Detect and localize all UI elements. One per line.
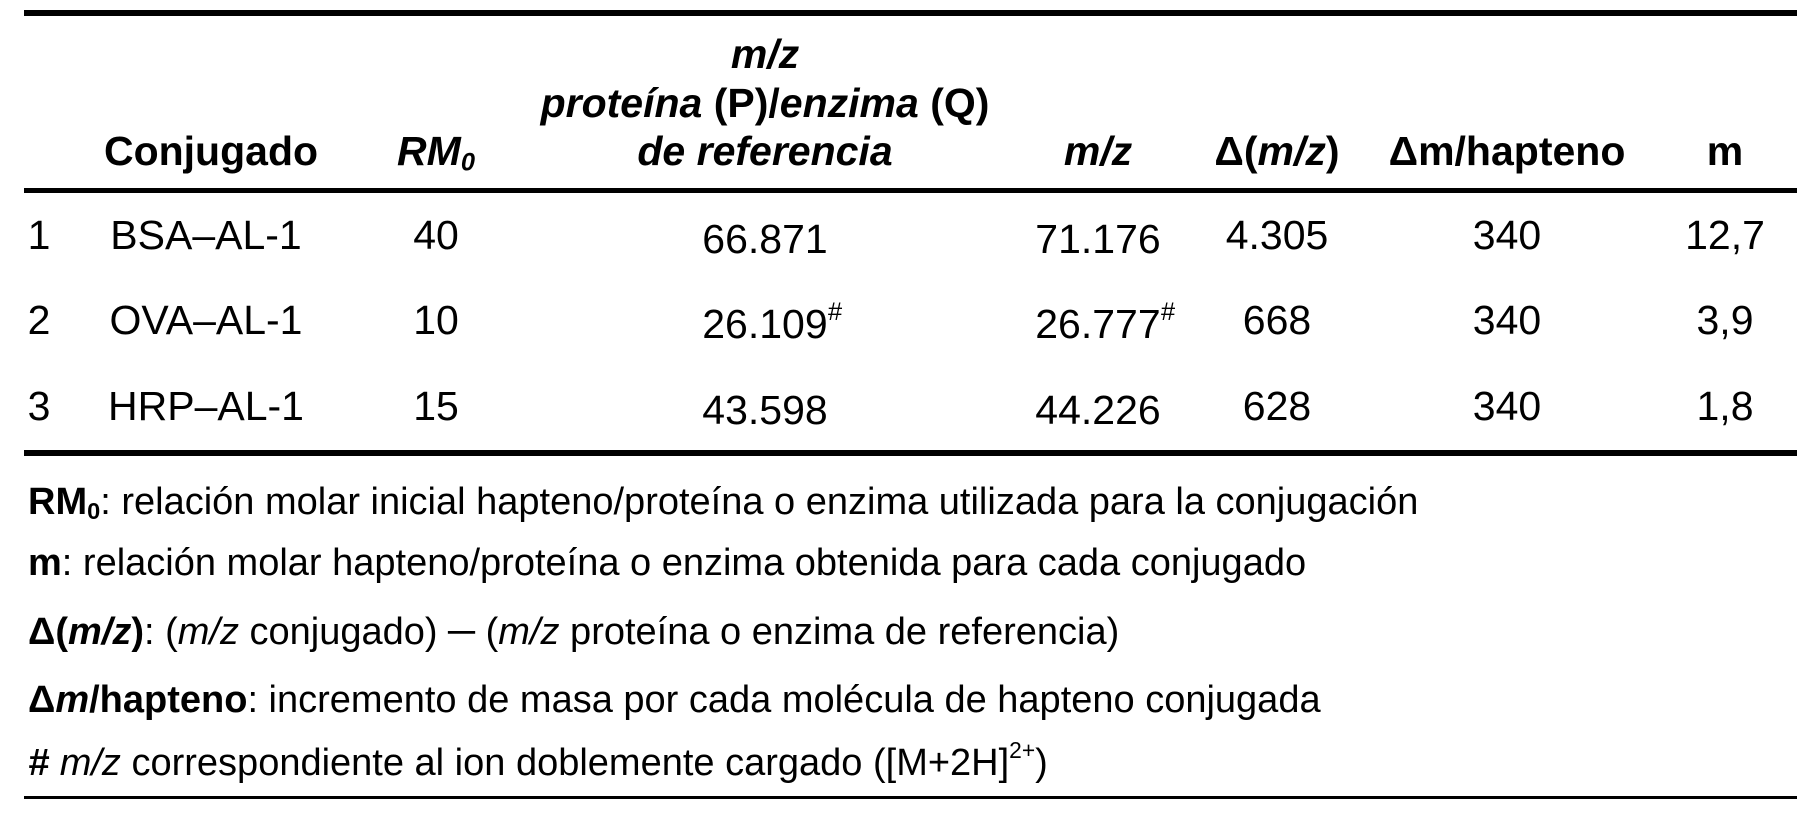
header-ref-line2: proteína (P)/enzima (Q)	[541, 83, 990, 124]
row-1-delta: 4.305	[1226, 215, 1329, 256]
row-3-mz: 44.226	[1035, 386, 1160, 431]
header-dm-hapteno: Δm/hapteno	[1389, 131, 1626, 172]
footnote-rm0: RM0: relación molar inicial hapteno/prot…	[28, 483, 1418, 524]
row-1-dm-hapteno: 340	[1473, 215, 1541, 256]
row-2-m: 3,9	[1697, 300, 1754, 341]
row-3-dm-hapteno: 340	[1473, 386, 1541, 427]
row-1-number: 1	[28, 215, 51, 256]
row-1-ref-mz: 66.871	[702, 215, 827, 260]
row-3-rm0: 15	[413, 386, 459, 427]
footnote-hash: # m/z correspondiente al ion doblemente …	[28, 739, 1048, 782]
row-2-conjugado: OVA–AL-1	[110, 300, 303, 341]
header-rm0: RM0	[397, 131, 475, 176]
row-2-dm-hapteno: 340	[1473, 300, 1541, 341]
header-mz: m/z	[1064, 131, 1132, 172]
row-3-m: 1,8	[1697, 386, 1754, 427]
row-3-conjugado: HRP–AL-1	[108, 386, 304, 427]
row-2-mz: 26.777#	[1035, 300, 1175, 345]
row-1-rm0: 40	[413, 215, 459, 256]
row-2-rm0: 10	[413, 300, 459, 341]
footnote-delta-mz: Δ(m/z): (m/z conjugado) ─ (m/z proteína …	[28, 613, 1119, 651]
footnote-m: m: relación molar hapteno/proteína o enz…	[28, 544, 1306, 582]
header-ref-line1: m/z	[731, 34, 799, 75]
header-rule	[24, 188, 1797, 193]
row-2-ref-mz: 26.109#	[702, 300, 842, 345]
header-conjugado: Conjugado	[104, 131, 318, 172]
row-1-mz: 71.176	[1035, 215, 1160, 260]
row-1-conjugado: BSA–AL-1	[110, 215, 301, 256]
table-top-rule	[24, 10, 1797, 16]
row-1-m: 12,7	[1685, 215, 1765, 256]
table-bottom-rule	[24, 450, 1797, 456]
row-3-ref-mz: 43.598	[702, 386, 827, 431]
header-ref-line3: de referencia	[637, 131, 892, 172]
header-delta-mz: Δ(m/z)	[1214, 131, 1339, 172]
row-3-number: 3	[28, 386, 51, 427]
header-m: m	[1707, 131, 1743, 172]
row-2-number: 2	[28, 300, 51, 341]
row-3-delta: 628	[1243, 386, 1311, 427]
row-2-delta: 668	[1243, 300, 1311, 341]
footnotes-bottom-rule	[24, 796, 1797, 799]
footnote-dm-hapteno: Δm/hapteno: incremento de masa por cada …	[28, 681, 1321, 719]
